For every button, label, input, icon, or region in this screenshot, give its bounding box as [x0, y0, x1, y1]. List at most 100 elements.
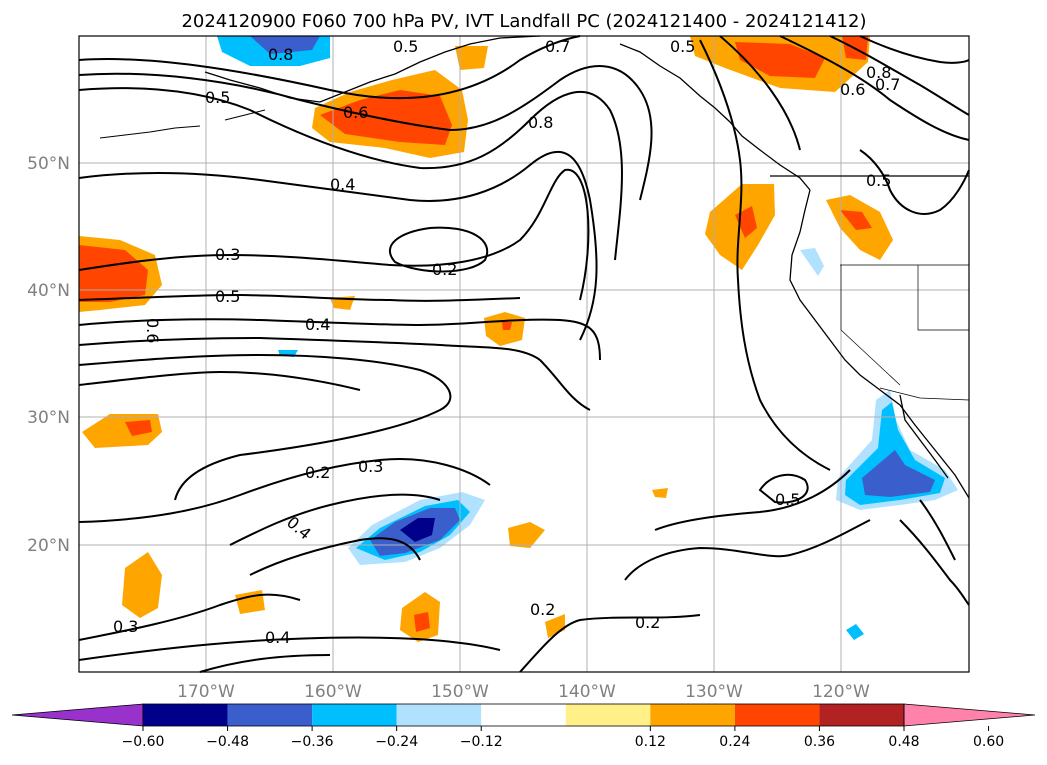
positive-region [122, 552, 162, 618]
contour [78, 35, 581, 100]
lat-label: 40°N [27, 281, 70, 301]
colorbar: −0.60 −0.48 −0.36 −0.24 −0.12 0.12 0.24 0.36 0.4… [11, 703, 1036, 750]
negative-region [250, 36, 320, 54]
latitude-labels: 50°N 40°N 30°N 20°N [27, 154, 70, 556]
contour-label: 0.2 [635, 613, 660, 632]
colorbar-tick-label: 0.48 [888, 734, 919, 750]
colorbar-segment [227, 704, 313, 726]
contour [859, 149, 970, 215]
colorbar-segment [565, 704, 651, 726]
contour-label: 0.6 [840, 80, 865, 99]
lon-label: 170°W [177, 682, 235, 702]
coastline-alaska [204, 35, 541, 103]
contour [78, 168, 590, 301]
colorbar-segment [396, 704, 482, 726]
colorbar-segment [819, 704, 904, 726]
lon-label: 150°W [431, 682, 489, 702]
contour [388, 226, 488, 273]
lon-label: 140°W [558, 682, 616, 702]
positive-region [414, 612, 430, 632]
us-mexico-border [879, 387, 970, 401]
contour-label-group: 0.8 0.5 0.7 0.5 0.8 0.7 0.6 0.5 0.6 0.8 … [113, 37, 900, 647]
colorbar-segment [481, 704, 566, 726]
positive-region [79, 245, 148, 302]
colorbar-tick-label: 0.60 [973, 734, 1004, 750]
contour [758, 473, 809, 504]
contour-label: 0.5 [775, 490, 800, 509]
contour-label: 0.2 [530, 600, 555, 619]
colorbar-tick-label: −0.12 [460, 734, 503, 750]
plot-background [79, 36, 969, 672]
positive-region [502, 322, 512, 330]
contour-label: 0.4 [305, 315, 330, 334]
contour [249, 537, 421, 576]
negative-region [862, 450, 935, 497]
colorbar-segment [734, 704, 820, 726]
colorbar-segment [650, 704, 735, 726]
contour [624, 519, 871, 581]
lon-label: 120°W [812, 682, 870, 702]
contour-label: 0.5 [393, 37, 418, 56]
contour [229, 493, 441, 546]
contour-label: 0.6 [343, 103, 368, 122]
contour-label: 0.4 [330, 175, 355, 194]
coastline-baja [899, 394, 949, 479]
lon-label: 160°W [304, 682, 362, 702]
contour-label: 0.5 [670, 37, 695, 56]
contour [78, 336, 591, 411]
graticule [79, 36, 969, 672]
contour [78, 150, 598, 341]
colorbar-segment [143, 704, 228, 726]
longitude-labels: 170°W 160°W 150°W 140°W 130°W 120°W [177, 682, 870, 702]
positive-region [735, 42, 825, 78]
contour-label: 0.3 [215, 245, 240, 264]
positive-region [125, 420, 152, 436]
contour [859, 35, 970, 64]
colorbar-tick-label: 0.12 [635, 734, 666, 750]
contour [829, 35, 970, 116]
plot-frame [78, 35, 970, 673]
lon-label: 130°W [685, 682, 743, 702]
contour [779, 35, 970, 141]
positive-region [320, 90, 452, 145]
contour-label: 0.5 [215, 287, 240, 306]
colorbar-tick-label: −0.24 [375, 734, 418, 750]
negative-region [400, 518, 435, 542]
contour-label: 0.7 [545, 37, 570, 56]
contour [519, 614, 701, 673]
contour-label: 0.6 [143, 318, 162, 343]
state-border [917, 265, 969, 331]
colorbar-extend-low [11, 703, 144, 727]
negative-region [846, 624, 864, 640]
contour [78, 636, 501, 661]
figure-title: 2024120900 F060 700 hPa PV, IVT Landfall… [181, 11, 866, 32]
positive-region [455, 46, 488, 70]
colorbar-tick-label: 0.24 [719, 734, 750, 750]
contour [78, 65, 653, 201]
contour [78, 593, 301, 641]
contour [699, 39, 831, 471]
lat-label: 30°N [27, 408, 70, 428]
contour-label: 0.4 [265, 628, 290, 647]
negative-region [800, 248, 824, 276]
positive-region [840, 210, 872, 230]
contour-label: 0.2 [305, 463, 330, 482]
contour-label: 0.8 [268, 45, 293, 64]
lat-label: 50°N [27, 154, 70, 174]
contour [78, 370, 361, 391]
contour-lines [78, 35, 970, 673]
contour [899, 519, 970, 606]
coastlines [99, 35, 970, 499]
contour-label: 0.2 [432, 260, 457, 279]
contour [654, 469, 851, 531]
contour-label: 0.8 [528, 113, 553, 132]
map-plot-area: 0.8 0.5 0.7 0.5 0.8 0.7 0.6 0.5 0.6 0.8 … [78, 35, 970, 673]
colorbar-tick-label: 0.36 [804, 734, 835, 750]
contour [78, 353, 452, 501]
contour-label: 0.5 [205, 88, 230, 107]
colorbar-tick-label: −0.60 [122, 734, 165, 750]
contour [719, 35, 801, 151]
positive-region [652, 488, 668, 498]
lat-label: 20°N [27, 536, 70, 556]
contour-label: 0.7 [875, 75, 900, 94]
